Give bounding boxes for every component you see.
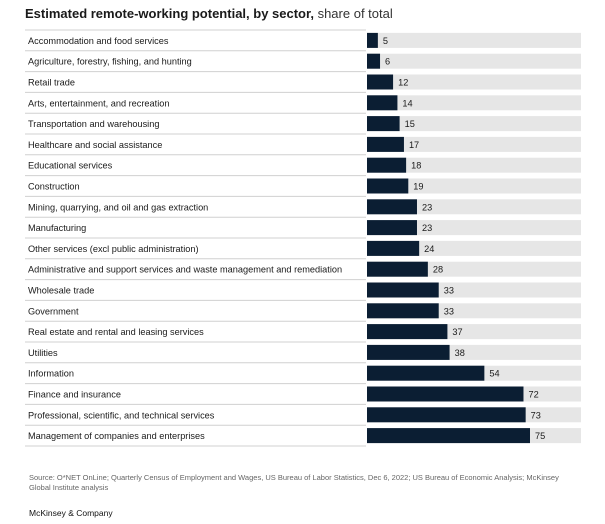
value-label: 73 (531, 410, 541, 420)
bar-track (367, 178, 581, 194)
value-label: 37 (452, 327, 462, 337)
category-label: Administrative and support services and … (28, 265, 342, 275)
value-label: 23 (422, 202, 432, 212)
bar (367, 157, 407, 173)
value-label: 72 (528, 390, 538, 400)
bar-track (367, 53, 581, 69)
category-label: Wholesale trade (28, 286, 94, 296)
bar (367, 386, 524, 402)
bar (367, 136, 404, 152)
chart-title: Estimated remote-working potential, by s… (25, 6, 393, 21)
category-label: Accommodation and food services (28, 36, 169, 46)
bar (367, 407, 526, 423)
bar (367, 261, 428, 277)
category-label: Mining, quarrying, and oil and gas extra… (28, 202, 208, 212)
bar (367, 344, 450, 360)
category-label: Transportation and warehousing (28, 119, 159, 129)
value-label: 38 (455, 348, 465, 358)
bar (367, 116, 400, 132)
value-label: 14 (402, 98, 412, 108)
bar (367, 95, 398, 111)
bar (367, 303, 439, 319)
value-label: 5 (383, 36, 388, 46)
source-note: Source: O*NET OnLine; Quarterly Census o… (29, 473, 559, 492)
bar-track (367, 74, 581, 90)
bar-track (367, 136, 581, 152)
category-label: Other services (excl public administrati… (28, 244, 199, 254)
bar (367, 282, 439, 298)
category-label: Government (28, 306, 79, 316)
bar (367, 428, 530, 444)
category-label: Arts, entertainment, and recreation (28, 98, 169, 108)
category-label: Real estate and rental and leasing servi… (28, 327, 204, 337)
bar (367, 74, 394, 90)
category-label: Educational services (28, 161, 113, 171)
value-label: 75 (535, 431, 545, 441)
category-label: Information (28, 369, 74, 379)
value-label: 6 (385, 57, 390, 67)
bar-track (367, 116, 581, 132)
bar (367, 32, 378, 48)
chart-title-unit: share of total (317, 6, 393, 21)
value-label: 17 (409, 140, 419, 150)
bar (367, 178, 409, 194)
bar-track (367, 240, 581, 256)
bar (367, 365, 485, 381)
category-label: Finance and insurance (28, 390, 121, 400)
bar (367, 324, 448, 340)
category-label: Construction (28, 182, 80, 192)
bar-track (367, 95, 581, 111)
bar-track (367, 199, 581, 215)
value-label: 24 (424, 244, 434, 254)
bar-track (367, 32, 581, 48)
value-label: 15 (405, 119, 415, 129)
value-label: 12 (398, 78, 408, 88)
brand-logo: McKinsey & Company (29, 508, 113, 518)
category-label: Healthcare and social assistance (28, 140, 162, 150)
value-label: 33 (444, 306, 454, 316)
category-label: Management of companies and enterprises (28, 431, 205, 441)
category-label: Agriculture, forestry, fishing, and hunt… (28, 57, 192, 67)
value-label: 18 (411, 161, 421, 171)
chart-title-main: Estimated remote-working potential, by s… (25, 6, 314, 21)
bar (367, 53, 381, 69)
value-label: 28 (433, 265, 443, 275)
value-label: 54 (489, 369, 499, 379)
value-label: 33 (444, 286, 454, 296)
bar-track (367, 157, 581, 173)
bar (367, 220, 417, 236)
category-label: Manufacturing (28, 223, 86, 233)
value-label: 19 (413, 182, 423, 192)
bar-track (367, 220, 581, 236)
value-label: 23 (422, 223, 432, 233)
category-label: Professional, scientific, and technical … (28, 410, 215, 420)
category-label: Utilities (28, 348, 58, 358)
bar (367, 199, 417, 215)
bar (367, 240, 420, 256)
category-label: Retail trade (28, 78, 75, 88)
